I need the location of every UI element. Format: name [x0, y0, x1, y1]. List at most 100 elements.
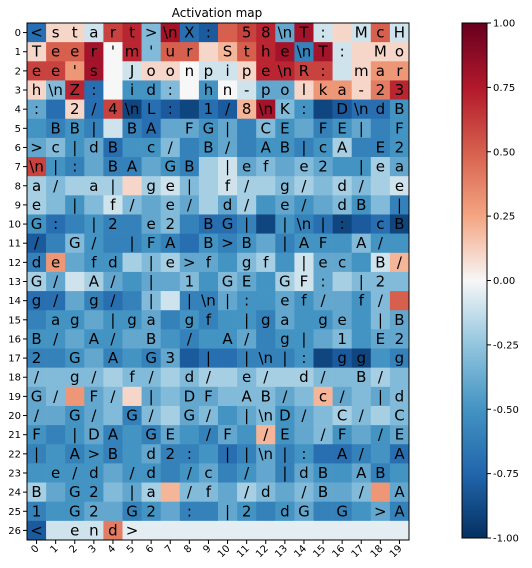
heatmap-cell-label: G — [145, 426, 157, 444]
heatmap-cell — [218, 252, 238, 273]
y-tick-label: 14 — [8, 296, 21, 307]
heatmap-cell — [237, 80, 257, 100]
heatmap-cell — [141, 520, 161, 541]
heatmap-cell — [84, 444, 104, 464]
heatmap-cell-label: h — [261, 43, 271, 61]
heatmap-cell-label: f — [206, 253, 212, 271]
heatmap-cell — [141, 425, 161, 445]
heatmap-cell — [237, 291, 257, 311]
heatmap-cell — [141, 444, 161, 464]
heatmap-cell — [275, 252, 295, 273]
heatmap-cell-label: D — [279, 407, 291, 425]
heatmap-cell-label: G — [145, 349, 157, 367]
heatmap-cell — [84, 118, 104, 139]
heatmap-cell — [237, 99, 257, 120]
heatmap-cell — [294, 80, 314, 100]
heatmap-cell — [46, 80, 66, 100]
heatmap-cell — [84, 195, 104, 215]
heatmap-cell — [84, 482, 104, 503]
heatmap-cell — [103, 310, 123, 330]
heatmap-cell — [237, 463, 257, 483]
heatmap-cell — [122, 367, 142, 388]
heatmap-cell — [370, 425, 391, 445]
heatmap-cell — [313, 520, 333, 541]
heatmap-cell-label: \n — [258, 445, 273, 463]
heatmap-cell-label: > — [145, 24, 158, 42]
heatmap-cell — [256, 520, 276, 541]
colorbar-ticks: 1.00 0.75 0.50 0.25 0.00 -0.25 -0.50 -0.75 -1.00 — [487, 19, 519, 545]
heatmap-cell-label: / — [263, 368, 269, 386]
heatmap-cell — [294, 520, 314, 541]
heatmap-cell — [103, 501, 123, 522]
heatmap-cell — [27, 444, 47, 464]
heatmap-cell-label: / — [397, 253, 403, 271]
heatmap-cell-label: E — [376, 138, 385, 156]
heatmap-cell-label: F — [319, 234, 328, 252]
heatmap-cell-label: / — [53, 330, 59, 348]
heatmap-cell-label: e — [280, 43, 289, 61]
heatmap-cell-label: / — [301, 196, 307, 214]
heatmap-cell-label: \n — [354, 100, 369, 118]
heatmap-cell — [256, 482, 276, 503]
heatmap-cell — [218, 99, 238, 120]
heatmap-cell — [122, 348, 142, 368]
heatmap-cell — [332, 310, 352, 330]
heatmap-cell — [141, 329, 161, 349]
heatmap-cell-label: B — [108, 445, 118, 463]
heatmap-cell — [294, 214, 314, 234]
heatmap-cell — [198, 233, 219, 254]
heatmap-cell — [141, 61, 161, 81]
heatmap-cell-label: | — [321, 215, 326, 233]
heatmap-cell-label: | — [91, 215, 96, 233]
heatmap-cell — [294, 233, 314, 254]
heatmap-cell-label: | — [378, 387, 383, 405]
heatmap-cell-label: d — [299, 368, 309, 386]
heatmap-cell — [332, 42, 352, 62]
heatmap-cell-label: A — [299, 234, 310, 252]
heatmap-cell-label: F — [32, 426, 41, 444]
heatmap-cell — [351, 214, 372, 234]
heatmap-cell — [275, 386, 295, 407]
y-tick-label: 20 — [8, 411, 21, 422]
heatmap-cell-label: A — [108, 426, 119, 444]
heatmap-cell — [141, 501, 161, 522]
heatmap-cell — [179, 520, 200, 541]
heatmap-cell-label: o — [395, 43, 404, 61]
heatmap-cell-label: e — [318, 253, 327, 271]
heatmap-cell — [275, 291, 295, 311]
heatmap-cell — [103, 214, 123, 234]
y-tick-label: 16 — [8, 334, 21, 345]
heatmap-cell-label: > — [88, 445, 101, 463]
heatmap-cell-label: e — [166, 196, 175, 214]
heatmap-cell-label: / — [282, 387, 288, 405]
heatmap-cell-label: / — [110, 273, 116, 291]
heatmap-cell — [198, 501, 219, 522]
heatmap-cell — [256, 233, 276, 254]
heatmap-cell — [27, 233, 47, 254]
heatmap-cell — [65, 444, 85, 464]
heatmap-cell-label: m — [125, 43, 140, 61]
x-tick-label: 4 — [106, 543, 118, 555]
heatmap-cell — [198, 80, 219, 100]
heatmap-cell-label: e — [376, 158, 385, 176]
heatmap-cell — [65, 348, 85, 368]
heatmap-cell — [351, 501, 372, 522]
heatmap-cell-label: | — [225, 502, 230, 520]
x-tick-label: 8 — [182, 543, 194, 555]
heatmap-cell-label: / — [244, 483, 250, 501]
heatmap-cell-label: / — [187, 196, 193, 214]
heatmap-cell — [370, 444, 391, 464]
heatmap-cell — [160, 61, 181, 81]
heatmap-cell — [46, 291, 66, 311]
heatmap-cell-label: E — [280, 426, 289, 444]
heatmap-cell-label: e — [70, 43, 79, 61]
heatmap-cell — [256, 291, 276, 311]
y-tick-label: 25 — [8, 507, 21, 518]
heatmap-cell — [389, 214, 410, 234]
heatmap-cell-label: G — [203, 119, 215, 137]
heatmap-cell-label: g — [242, 253, 252, 271]
heatmap-cell — [237, 348, 257, 368]
heatmap-cell-label: G — [69, 407, 81, 425]
heatmap-cell-label: g — [185, 311, 195, 329]
heatmap-cell — [198, 348, 219, 368]
